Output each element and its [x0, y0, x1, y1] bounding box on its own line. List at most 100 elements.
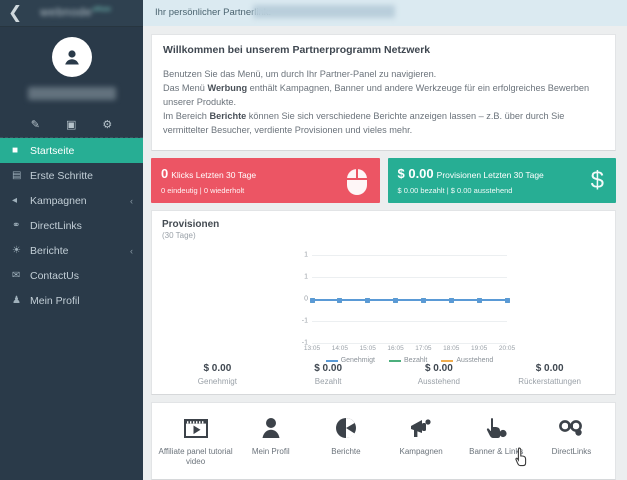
sidebar: ❮ webnodeaffiliate ✎ ▣ ⚙ ■ — [0, 0, 143, 480]
commissions-card[interactable]: $ 0.00 Provisionen Letzten 30 Tage $ 0.00… — [387, 158, 616, 203]
sidebar-item-contactus[interactable]: ✉ ContactUs — [0, 263, 143, 288]
chart-x-tick: 17:05 — [415, 345, 432, 352]
chevron-left-icon: ‹ — [130, 245, 133, 256]
chevron-left-icon: ‹ — [130, 195, 133, 206]
clicks-title: Klicks Letzten 30 Tage — [171, 170, 257, 180]
sidebar-item-startseite[interactable]: ■ Startseite — [0, 138, 143, 163]
summary-item: $ 0.00 Bezahlt — [273, 363, 384, 386]
chart-point — [504, 297, 510, 303]
link-icon: ⚭ — [12, 220, 21, 231]
summary-value: $ 0.00 — [203, 363, 232, 374]
shortcut-label: DirectLinks — [551, 447, 592, 456]
dollar-icon: $ — [590, 166, 604, 194]
sidebar-item-label: DirectLinks — [30, 219, 82, 232]
chart-legend: Genehmigt Bezahlt Ausstehend — [312, 357, 507, 364]
book-icon: ▤ — [12, 170, 22, 181]
chart-point — [476, 297, 482, 303]
edit-pencil-icon[interactable]: ✎ — [30, 119, 40, 131]
main-content: Willkommen bei unserem Partnerprogramm N… — [143, 26, 627, 480]
shortcut-label: Mein Profil — [251, 447, 290, 456]
sidebar-item-label: Kampagnen — [30, 194, 87, 207]
home-icon: ■ — [12, 145, 19, 156]
chart-x-tick: 16:05 — [387, 345, 404, 352]
legend-item-ausstehend[interactable]: Ausstehend — [441, 357, 493, 364]
chart-x-tick: 20:05 — [498, 345, 516, 352]
user-icon — [233, 413, 308, 443]
chart-pie-icon: ☀ — [12, 245, 21, 256]
mouse-icon — [346, 168, 368, 202]
summary-value: $ 0.00 — [314, 363, 343, 374]
summary-label: Ausstehend — [417, 377, 460, 386]
legend-swatch — [441, 359, 454, 362]
summary-value: $ 0.00 — [424, 363, 453, 374]
power-icon[interactable]: ⚙ — [102, 119, 113, 131]
clicks-value: 0 — [161, 166, 169, 181]
summary-label: Bezahlt — [314, 377, 342, 386]
legend-label: Ausstehend — [456, 357, 494, 364]
sidebar-item-label: Erste Schritte — [30, 169, 94, 182]
welcome-line-3: Im Bereich Berichte können Sie sich vers… — [163, 109, 604, 137]
sidebar-item-directlinks[interactable]: ⚭ DirectLinks — [0, 213, 143, 238]
user-icon: ♟ — [12, 295, 21, 306]
welcome-line-2: Das Menü Werbung enthält Kampagnen, Bann… — [163, 81, 604, 109]
monitor-icon[interactable]: ▣ — [65, 119, 77, 131]
shortcut-berichte[interactable]: Berichte — [308, 413, 383, 467]
commissions-value: $ 0.00 — [397, 166, 434, 181]
shortcut-mein-profil[interactable]: Mein Profil — [233, 413, 308, 467]
chart-subtitle: (30 Tage) — [162, 231, 196, 240]
avatar[interactable] — [51, 37, 92, 77]
welcome-line-3a: Im Bereich — [163, 111, 210, 121]
shortcut-directlinks[interactable]: DirectLinks — [534, 413, 609, 467]
welcome-line-3-bold: Berichte — [209, 111, 247, 121]
sidebar-item-label: Berichte — [30, 244, 69, 257]
legend-swatch — [388, 359, 401, 362]
sidebar-item-mein-profil[interactable]: ♟ Mein Profil — [0, 288, 143, 313]
summary-value: $ 0.00 — [535, 363, 564, 374]
mail-icon: ✉ — [12, 270, 21, 281]
sidebar-item-label: Mein Profil — [30, 294, 80, 307]
chart-x-tick: 18:05 — [443, 345, 460, 352]
sidebar-menu: ■ Startseite ▤ Erste Schritte ◂ Kampagne… — [0, 138, 143, 313]
chart-y-tick: 1 — [304, 251, 308, 259]
chart-y-tick: 1 — [304, 273, 308, 281]
chart-x-tick: 19:05 — [471, 345, 488, 352]
profile-quick-actions: ✎ ▣ ⚙ — [0, 119, 143, 131]
back-chevron-icon[interactable]: ❮ — [8, 3, 23, 22]
commissions-sub: $ 0.00 bezahlt | $ 0.00 ausstehend — [397, 186, 513, 195]
legend-item-bezahlt[interactable]: Bezahlt — [388, 357, 427, 364]
shortcut-banner-links[interactable]: Banner & Links — [459, 413, 534, 467]
pie-chart-icon — [308, 413, 383, 443]
commissions-value-row: $ 0.00 Provisionen Letzten 30 Tage — [398, 166, 607, 181]
username-masked — [28, 87, 116, 100]
sidebar-item-kampagnen[interactable]: ◂ Kampagnen ‹ — [0, 188, 143, 213]
summary-item: $ 0.00 Genehmigt — [162, 363, 273, 386]
sidebar-item-berichte[interactable]: ☀ Berichte ‹ — [0, 238, 143, 263]
video-icon — [158, 413, 233, 443]
chart-title: Provisionen — [162, 219, 220, 230]
welcome-line-2a: Das Menü — [163, 83, 208, 93]
shortcut-kampagnen[interactable]: Kampagnen — [384, 413, 459, 467]
chart-plot: 1 1 0 -1 -1 13:05 14:05 15:05 16:05 17:05 18:05 19… — [292, 251, 515, 365]
summary-item: $ 0.00 Ausstehend — [384, 363, 495, 386]
legend-swatch — [325, 359, 338, 362]
clicks-value-row: 0 Klicks Letzten 30 Tage — [161, 166, 370, 181]
chart-y-tick: -1 — [301, 317, 308, 325]
chart-point — [393, 297, 399, 303]
shortcut-tutorial-video[interactable]: Affiliate panel tutorial video — [158, 413, 233, 467]
shortcut-label: Berichte — [331, 447, 361, 456]
chart-y-tick: -1 — [301, 339, 308, 347]
topbar: Ihr persönlicher Partnerlink: — [143, 0, 627, 27]
legend-item-genehmigt[interactable]: Genehmigt — [325, 357, 375, 364]
welcome-heading: Willkommen bei unserem Partnerprogramm N… — [163, 44, 431, 56]
chart-x-axis: 13:05 14:05 15:05 16:05 17:05 18:05 19:05 20:05 — [304, 345, 515, 355]
chart-point — [365, 297, 371, 303]
clicks-card[interactable]: 0 Klicks Letzten 30 Tage 0 eindeutig | 0 … — [151, 158, 380, 203]
shortcut-label: Kampagnen — [399, 447, 443, 456]
chart-y-tick: 0 — [304, 295, 308, 303]
partner-link-value-masked[interactable] — [253, 5, 395, 18]
chart-point — [337, 297, 343, 303]
sidebar-profile: ✎ ▣ ⚙ — [0, 27, 143, 138]
chart-y-axis: 1 1 0 -1 -1 — [292, 251, 308, 347]
sidebar-item-erste-schritte[interactable]: ▤ Erste Schritte — [0, 163, 143, 188]
clicks-sub: 0 eindeutig | 0 wiederholt — [161, 186, 245, 195]
